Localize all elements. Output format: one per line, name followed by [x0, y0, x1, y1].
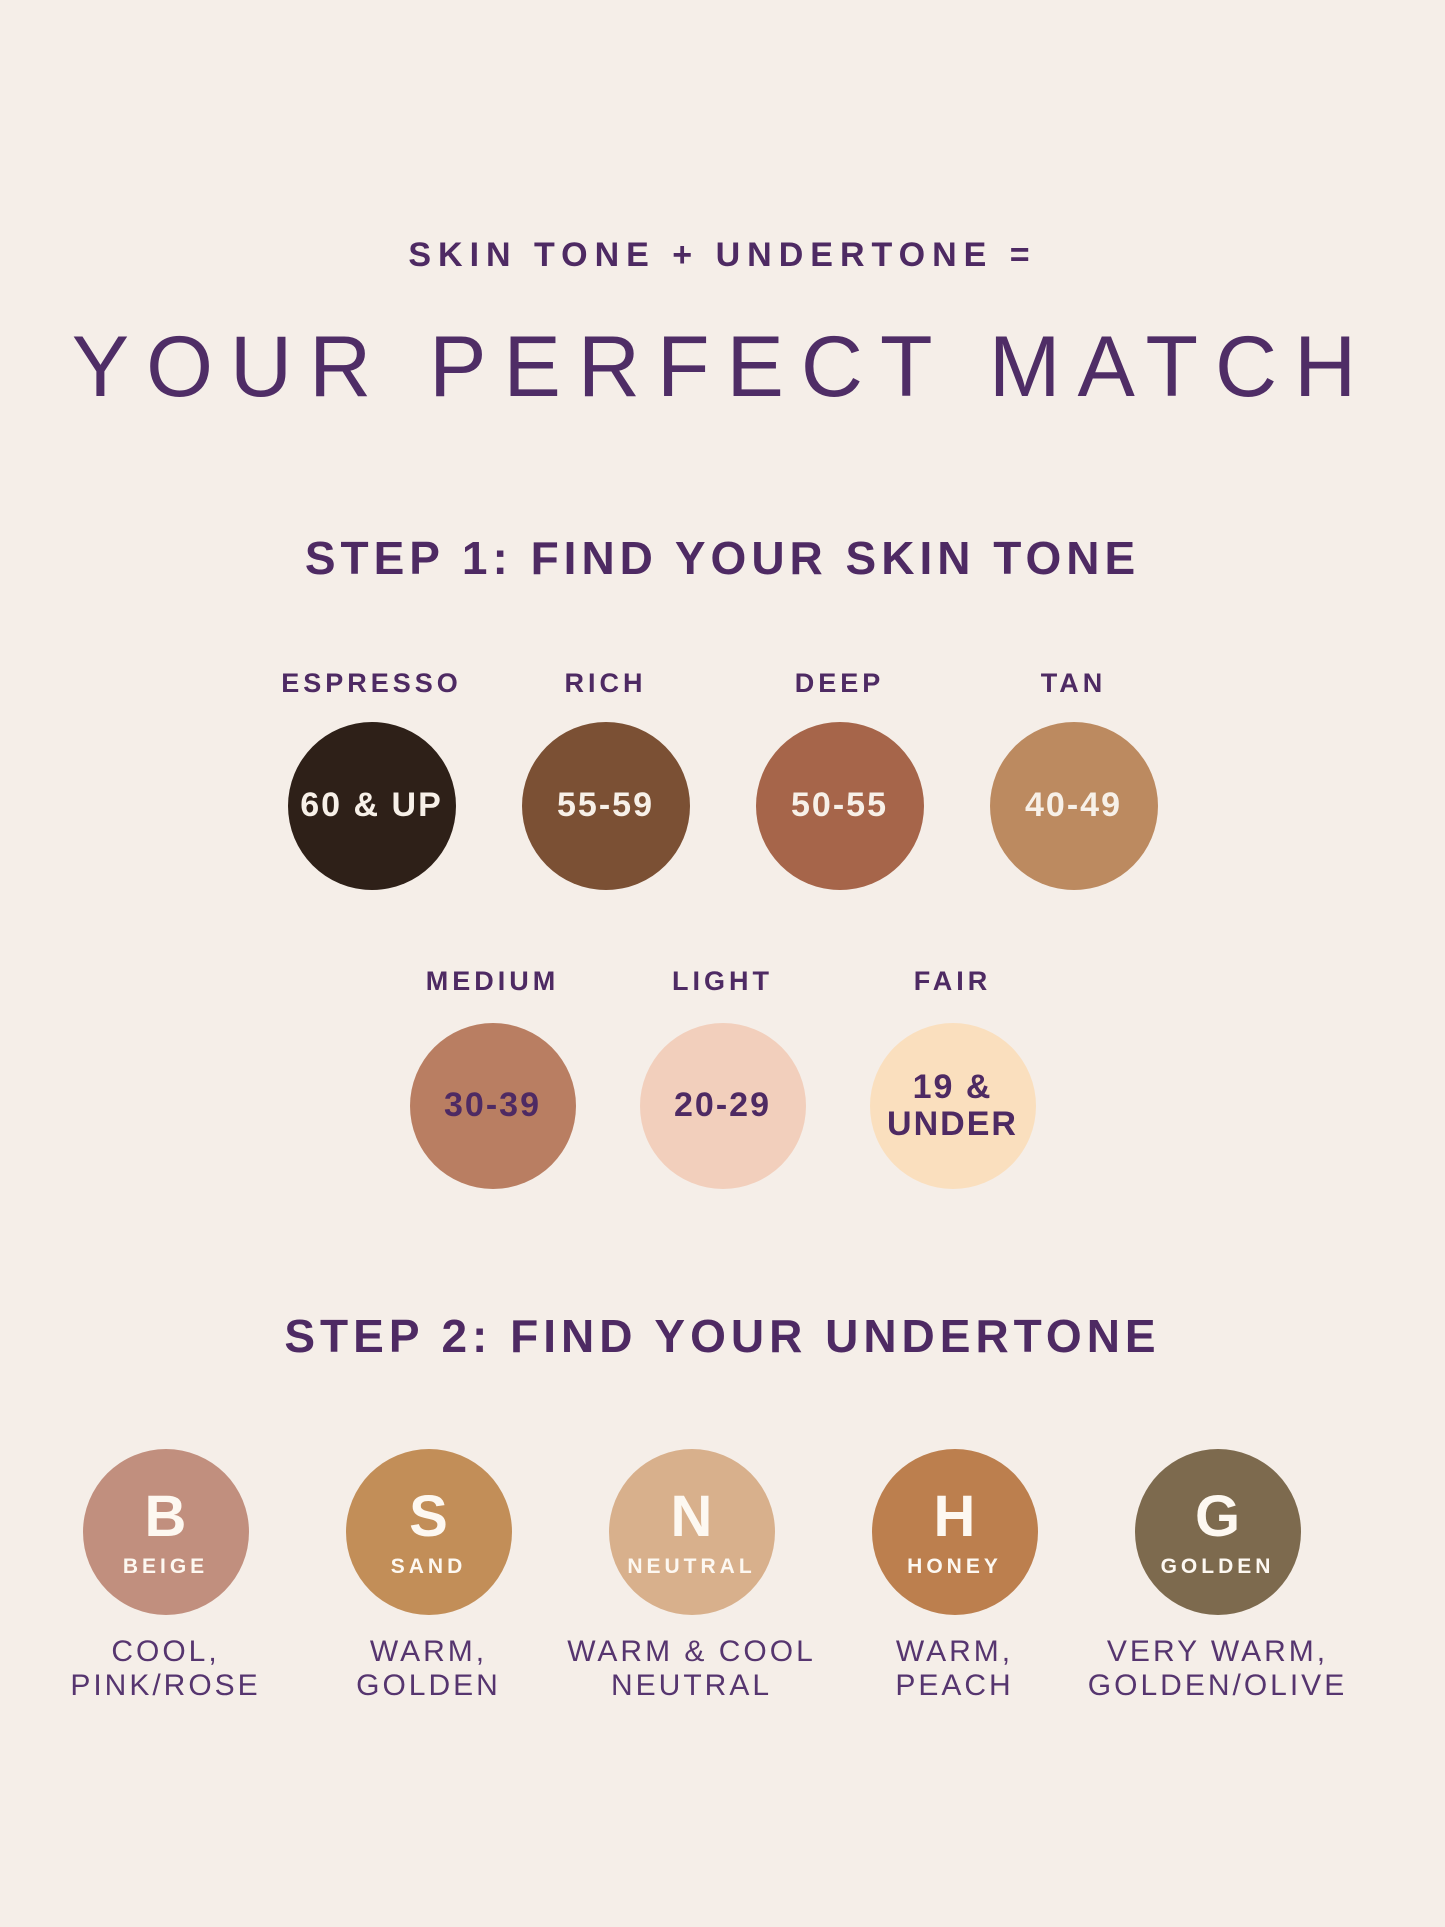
tone-range-tan: 40-49 [1025, 786, 1122, 825]
undertone-description-sand: WARM, GOLDEN [356, 1635, 501, 1702]
tone-fair: FAIR 19 & UNDER [838, 968, 1068, 1189]
tone-medium: MEDIUM 30-39 [378, 968, 608, 1189]
tone-label-light: LIGHT [672, 966, 773, 996]
tone-range-medium: 30-39 [444, 1086, 541, 1125]
tone-range-fair: 19 & UNDER [887, 1067, 1018, 1143]
tone-range-deep: 50-55 [791, 786, 888, 825]
undertone-name-golden: GOLDEN [1160, 1554, 1275, 1578]
skin-tone-row-1: ESPRESSO 60 & UP RICH 55-59 DEEP 50-55 T… [0, 670, 1445, 890]
tone-label-deep: DEEP [794, 668, 885, 698]
undertone-description-golden: VERY WARM, GOLDEN/OLIVE [1087, 1635, 1348, 1702]
tone-rich: RICH 55-59 [489, 670, 723, 890]
tone-swatch-rich: 55-59 [521, 722, 690, 890]
undertone-name-neutral: NEUTRAL [627, 1554, 756, 1578]
undertone-swatch-beige: B BEIGE [82, 1449, 249, 1615]
tone-range-rich: 55-59 [557, 786, 654, 825]
undertone-sand: S SAND WARM, GOLDEN [297, 1449, 560, 1703]
skin-tone-row-2: MEDIUM 30-39 LIGHT 20-29 FAIR 19 & UNDER [0, 968, 1445, 1189]
tone-swatch-espresso: 60 & UP [287, 722, 456, 890]
undertone-swatch-golden: G GOLDEN [1134, 1449, 1301, 1615]
tone-label-medium: MEDIUM [425, 966, 560, 996]
tone-label-fair: FAIR [913, 966, 992, 996]
undertone-letter-beige: B [144, 1483, 187, 1549]
undertone-name-honey: HONEY [907, 1554, 1002, 1578]
undertone-swatch-sand: S SAND [345, 1449, 512, 1615]
eyebrow-heading: SKIN TONE + UNDERTONE = [408, 236, 1037, 274]
tone-light: LIGHT 20-29 [608, 968, 838, 1189]
tone-swatch-deep: 50-55 [755, 722, 924, 890]
undertone-description-neutral: WARM & COOL NEUTRAL [567, 1635, 816, 1702]
undertone-description-honey: WARM, PEACH [895, 1635, 1014, 1702]
undertone-letter-sand: S [409, 1483, 448, 1549]
tone-tan: TAN 40-49 [957, 670, 1191, 890]
undertone-beige: B BEIGE COOL, PINK/ROSE [34, 1449, 297, 1703]
tone-range-espresso: 60 & UP [300, 786, 443, 825]
tone-deep: DEEP 50-55 [723, 670, 957, 890]
undertone-letter-golden: G [1194, 1483, 1241, 1549]
tone-swatch-tan: 40-49 [989, 722, 1158, 890]
tone-swatch-light: 20-29 [639, 1023, 806, 1189]
undertone-neutral: N NEUTRAL WARM & COOL NEUTRAL [560, 1449, 823, 1703]
undertone-row: B BEIGE COOL, PINK/ROSE S SAND WARM, GOL… [0, 1449, 1414, 1703]
undertone-letter-honey: H [933, 1483, 976, 1549]
undertone-description-beige: COOL, PINK/ROSE [70, 1635, 261, 1702]
page-title: YOUR PERFECT MATCH [71, 319, 1374, 415]
tone-swatch-fair: 19 & UNDER [869, 1023, 1036, 1189]
tone-label-rich: RICH [564, 668, 647, 698]
tone-label-espresso: ESPRESSO [281, 668, 462, 698]
tone-swatch-medium: 30-39 [409, 1023, 576, 1189]
undertone-swatch-neutral: N NEUTRAL [608, 1449, 775, 1615]
tone-label-tan: TAN [1040, 668, 1107, 698]
step1-heading: STEP 1: FIND YOUR SKIN TONE [304, 532, 1141, 584]
undertone-letter-neutral: N [670, 1483, 713, 1549]
tone-espresso: ESPRESSO 60 & UP [255, 670, 489, 890]
undertone-name-sand: SAND [390, 1554, 467, 1578]
undertone-swatch-honey: H HONEY [871, 1449, 1038, 1615]
tone-range-light: 20-29 [674, 1086, 771, 1125]
undertone-honey: H HONEY WARM, PEACH [823, 1449, 1086, 1703]
undertone-name-beige: BEIGE [122, 1554, 209, 1578]
undertone-golden: G GOLDEN VERY WARM, GOLDEN/OLIVE [1086, 1449, 1349, 1703]
step2-heading: STEP 2: FIND YOUR UNDERTONE [284, 1310, 1161, 1362]
